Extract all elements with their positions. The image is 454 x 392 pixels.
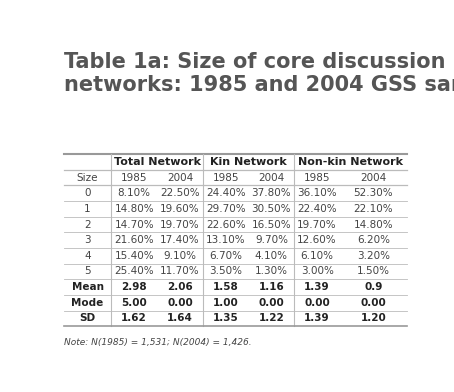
Text: 30.50%: 30.50% xyxy=(252,204,291,214)
Text: 13.10%: 13.10% xyxy=(206,235,246,245)
Text: Total Network: Total Network xyxy=(114,157,201,167)
Text: 14.80%: 14.80% xyxy=(114,204,154,214)
Text: 0: 0 xyxy=(84,188,91,198)
Text: 52.30%: 52.30% xyxy=(354,188,393,198)
Text: 1.64: 1.64 xyxy=(167,314,193,323)
Text: Size: Size xyxy=(77,172,98,183)
Text: 11.70%: 11.70% xyxy=(160,267,200,276)
Text: 1.16: 1.16 xyxy=(258,282,284,292)
Text: 1.58: 1.58 xyxy=(213,282,238,292)
Text: 5.00: 5.00 xyxy=(121,298,147,308)
Text: 0.00: 0.00 xyxy=(167,298,193,308)
Text: 6.10%: 6.10% xyxy=(301,251,334,261)
Text: 16.50%: 16.50% xyxy=(252,220,291,230)
Text: 36.10%: 36.10% xyxy=(297,188,337,198)
Text: 12.60%: 12.60% xyxy=(297,235,337,245)
Text: Kin Network: Kin Network xyxy=(210,157,287,167)
Text: 6.70%: 6.70% xyxy=(209,251,242,261)
Text: 1.30%: 1.30% xyxy=(255,267,288,276)
Text: 17.40%: 17.40% xyxy=(160,235,200,245)
Text: 1: 1 xyxy=(84,204,91,214)
Text: 19.70%: 19.70% xyxy=(160,220,200,230)
Text: 1.00: 1.00 xyxy=(213,298,238,308)
Text: 0.9: 0.9 xyxy=(364,282,383,292)
Text: 14.70%: 14.70% xyxy=(114,220,154,230)
Text: 1.50%: 1.50% xyxy=(357,267,390,276)
Text: 9.10%: 9.10% xyxy=(163,251,197,261)
Text: 1.35: 1.35 xyxy=(213,314,238,323)
Text: 2: 2 xyxy=(84,220,91,230)
Text: 22.40%: 22.40% xyxy=(297,204,337,214)
Text: Non-kin Network: Non-kin Network xyxy=(298,157,403,167)
Text: 1.62: 1.62 xyxy=(121,314,147,323)
Text: 4.10%: 4.10% xyxy=(255,251,288,261)
Text: 1.22: 1.22 xyxy=(258,314,284,323)
Text: 24.40%: 24.40% xyxy=(206,188,246,198)
Text: 14.80%: 14.80% xyxy=(354,220,393,230)
Text: 22.60%: 22.60% xyxy=(206,220,246,230)
Text: 3.00%: 3.00% xyxy=(301,267,334,276)
Text: 15.40%: 15.40% xyxy=(114,251,154,261)
Text: 9.70%: 9.70% xyxy=(255,235,288,245)
Text: 0.00: 0.00 xyxy=(360,298,386,308)
Text: 19.60%: 19.60% xyxy=(160,204,200,214)
Text: 21.60%: 21.60% xyxy=(114,235,154,245)
Text: Table 1a: Size of core discussion
networks: 1985 and 2004 GSS samples: Table 1a: Size of core discussion networ… xyxy=(64,52,454,95)
Text: 6.20%: 6.20% xyxy=(357,235,390,245)
Text: 22.50%: 22.50% xyxy=(160,188,200,198)
Text: 29.70%: 29.70% xyxy=(206,204,246,214)
Text: 1.39: 1.39 xyxy=(304,314,330,323)
Text: 2.06: 2.06 xyxy=(167,282,193,292)
Text: 2004: 2004 xyxy=(360,172,386,183)
Text: 22.10%: 22.10% xyxy=(354,204,393,214)
Text: 2.98: 2.98 xyxy=(121,282,147,292)
Text: 1985: 1985 xyxy=(212,172,239,183)
Text: 4: 4 xyxy=(84,251,91,261)
Text: SD: SD xyxy=(79,314,96,323)
Text: 3.50%: 3.50% xyxy=(209,267,242,276)
Text: Note: N(1985) = 1,531; N(2004) = 1,426.: Note: N(1985) = 1,531; N(2004) = 1,426. xyxy=(64,338,252,347)
Text: 37.80%: 37.80% xyxy=(252,188,291,198)
Text: 0.00: 0.00 xyxy=(258,298,284,308)
Text: 3.20%: 3.20% xyxy=(357,251,390,261)
Text: 5: 5 xyxy=(84,267,91,276)
Text: Mode: Mode xyxy=(71,298,104,308)
Text: 2004: 2004 xyxy=(167,172,193,183)
Text: 19.70%: 19.70% xyxy=(297,220,337,230)
Text: 1985: 1985 xyxy=(304,172,331,183)
Text: 2004: 2004 xyxy=(258,172,285,183)
Text: 1985: 1985 xyxy=(121,172,148,183)
Text: 1.20: 1.20 xyxy=(360,314,386,323)
Text: 3: 3 xyxy=(84,235,91,245)
Text: 0.00: 0.00 xyxy=(304,298,330,308)
Text: 1.39: 1.39 xyxy=(304,282,330,292)
Text: 8.10%: 8.10% xyxy=(118,188,151,198)
Text: Mean: Mean xyxy=(72,282,104,292)
Text: 25.40%: 25.40% xyxy=(114,267,154,276)
